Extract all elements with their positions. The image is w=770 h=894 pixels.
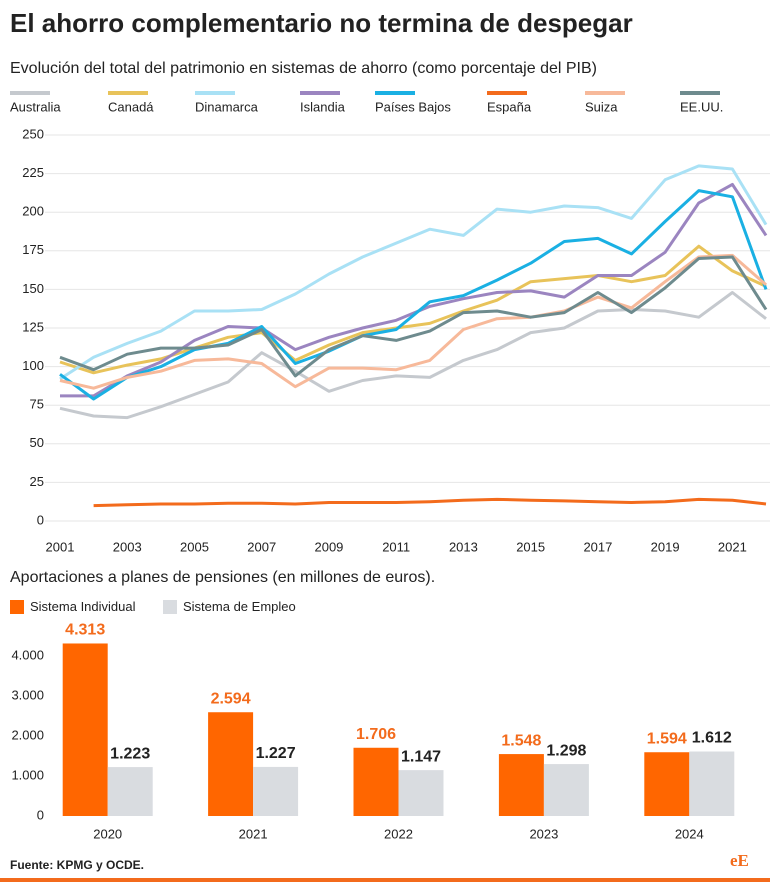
bar (107, 767, 153, 816)
x-tick-label: 2005 (180, 539, 209, 554)
y-tick-label: 100 (22, 358, 44, 373)
y-tick-label: 175 (22, 242, 44, 257)
value-label: 1.594 (647, 730, 687, 747)
value-label: 1.612 (692, 730, 732, 747)
x-tick-label: 2013 (449, 539, 478, 554)
series-line (60, 182, 768, 398)
bar (353, 747, 399, 816)
x-tick-label: 2024 (675, 826, 704, 841)
y-tick-label: 250 (22, 126, 44, 141)
value-label: 1.147 (401, 748, 441, 765)
bar (398, 770, 444, 816)
x-tick-label: 2019 (651, 539, 680, 554)
legend-label: Dinamarca (195, 99, 259, 114)
y-tick-label: 200 (22, 204, 44, 219)
source: Fuente: KPMG y OCDE. (10, 858, 144, 872)
y-tick-label: 75 (30, 397, 44, 412)
value-label: 2.594 (211, 690, 251, 707)
legend-swatch (10, 600, 24, 614)
x-tick-label: 2021 (239, 826, 268, 841)
y-tick-label: 125 (22, 319, 44, 334)
x-tick-label: 2023 (529, 826, 558, 841)
legend-label: Sistema de Empleo (183, 599, 296, 614)
y-tick-label: 150 (22, 281, 44, 296)
series-line (59, 189, 768, 401)
legend-label: España (487, 99, 532, 114)
x-tick-label: 2021 (718, 539, 747, 554)
legend-label: Países Bajos (375, 99, 451, 114)
series-line (59, 291, 767, 420)
y-tick-label: 2.000 (11, 727, 44, 742)
x-tick-label: 2007 (247, 539, 276, 554)
x-tick-label: 2015 (516, 539, 545, 554)
legend-label: Suiza (585, 99, 618, 114)
legend-label: Australia (10, 99, 61, 114)
y-tick-label: 1.000 (11, 767, 44, 782)
legend-label: Islandia (300, 99, 346, 114)
y-tick-label: 0 (37, 807, 44, 822)
x-tick-label: 2011 (382, 539, 410, 554)
bar (498, 754, 544, 816)
x-tick-label: 2017 (583, 539, 612, 554)
y-tick-label: 50 (30, 435, 44, 450)
series-line (59, 164, 768, 381)
line-chart-title: Evolución del total del patrimonio en si… (10, 60, 597, 77)
bar (644, 752, 690, 816)
bar (543, 764, 589, 816)
y-tick-label: 3.000 (11, 687, 44, 702)
logo: eE (730, 851, 749, 870)
value-label: 1.223 (110, 745, 150, 762)
value-label: 1.227 (256, 745, 296, 762)
x-tick-label: 2003 (113, 539, 142, 554)
value-label: 1.706 (356, 726, 396, 743)
bar (208, 712, 254, 816)
y-tick-label: 25 (30, 474, 44, 489)
series-line (59, 244, 767, 375)
bar (253, 766, 299, 816)
legend-label: EE.UU. (680, 99, 723, 114)
bar (62, 643, 108, 816)
x-tick-label: 2022 (384, 826, 413, 841)
series-line (59, 253, 767, 390)
series-line (93, 497, 767, 508)
series-line (59, 255, 768, 378)
bar-chart-title: Aportaciones a planes de pensiones (en m… (10, 569, 435, 586)
x-tick-label: 2009 (314, 539, 343, 554)
legend-swatch (163, 600, 177, 614)
x-tick-label: 2020 (93, 826, 122, 841)
x-tick-label: 2001 (46, 539, 75, 554)
page-title: El ahorro complementario no termina de d… (10, 8, 633, 38)
y-tick-label: 0 (37, 512, 44, 527)
value-label: 1.298 (546, 742, 586, 759)
legend-label: Canadá (108, 99, 154, 114)
value-label: 1.548 (501, 732, 541, 749)
value-label: 4.313 (65, 622, 105, 639)
y-tick-label: 4.000 (11, 647, 44, 662)
legend-label: Sistema Individual (30, 599, 136, 614)
bar (689, 751, 735, 816)
y-tick-label: 225 (22, 165, 44, 180)
footer-rule (0, 878, 770, 882)
